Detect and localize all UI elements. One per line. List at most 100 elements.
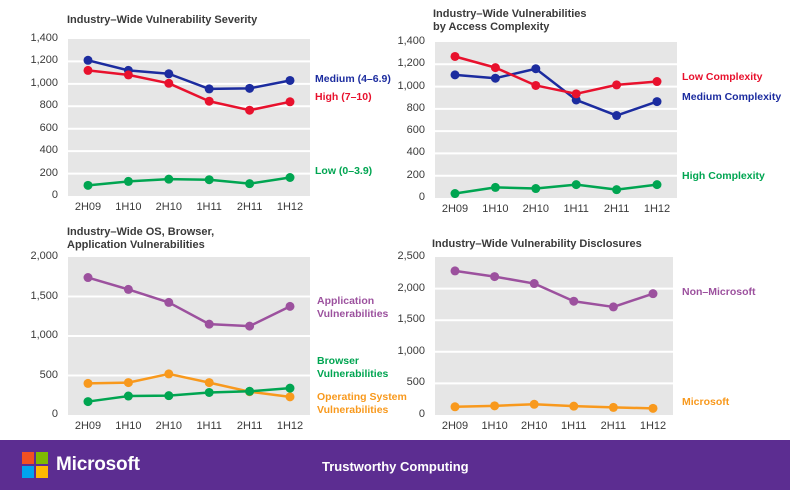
x-axis-tick: 2H09: [74, 201, 102, 213]
y-axis-tick: 400: [39, 144, 58, 157]
legend-label: Application Vulnerabilities: [317, 295, 389, 320]
legend-label: Operating System Vulnerabilities: [317, 391, 407, 416]
data-point: [83, 273, 93, 283]
legend-label: Medium (4–6.9): [315, 73, 391, 85]
data-point: [450, 70, 460, 80]
data-point: [450, 402, 460, 412]
x-axis-tick: 2H10: [155, 420, 182, 432]
data-point: [612, 185, 622, 195]
data-point: [569, 401, 579, 411]
x-axis-tick: 1H12: [276, 201, 304, 213]
y-axis-tick: 600: [406, 124, 425, 137]
series-line: [454, 403, 654, 410]
data-point: [450, 266, 460, 276]
y-axis-tick: 1,400: [30, 32, 58, 44]
data-point: [123, 378, 133, 388]
data-point: [531, 64, 541, 74]
x-axis-tick: 1H12: [276, 420, 304, 432]
y-axis-tick: 800: [406, 101, 425, 114]
y-axis-tick: 1,000: [397, 344, 425, 357]
chart-2-title: Industry–Wide Vulnerabilities: [433, 8, 587, 20]
data-point: [569, 296, 579, 306]
data-point: [608, 402, 618, 412]
data-point: [245, 83, 255, 93]
data-point: [285, 75, 295, 85]
legend-label: Non–Microsoft: [682, 286, 756, 298]
data-point: [83, 180, 93, 190]
data-point: [204, 378, 214, 388]
data-point: [204, 319, 214, 329]
data-point: [164, 174, 174, 184]
data-point: [204, 387, 214, 397]
y-axis-tick: 2,000: [397, 281, 425, 294]
series-line: [454, 183, 658, 195]
x-axis-tick: 2H11: [600, 420, 627, 432]
microsoft-wordmark: Microsoft: [56, 454, 140, 475]
y-axis-tick: 1,400: [397, 35, 425, 47]
data-point: [450, 189, 460, 198]
data-point: [450, 51, 460, 61]
data-point: [652, 97, 662, 107]
legend-label: Microsoft: [682, 396, 730, 408]
series-line: [87, 69, 291, 112]
legend-label: Browser Vulnerabilities: [317, 355, 389, 380]
data-point: [245, 105, 255, 115]
y-axis-tick: 1,000: [30, 329, 58, 341]
line-plot: [68, 257, 310, 415]
footer-title: Trustworthy Computing: [322, 459, 469, 474]
x-axis-tick: 2H09: [74, 420, 102, 432]
x-axis-tick: 1H12: [643, 203, 671, 215]
data-point: [652, 180, 662, 190]
data-point: [648, 403, 658, 413]
data-point: [285, 301, 295, 311]
data-point: [164, 391, 174, 401]
line-plot: [435, 42, 677, 198]
y-axis-tick: 1,200: [30, 54, 58, 67]
y-axis-tick: 200: [406, 168, 425, 181]
x-axis-tick: 2H10: [521, 420, 548, 432]
y-axis-tick: 2,000: [30, 250, 58, 262]
x-axis-tick: 2H10: [522, 203, 549, 215]
x-axis-tick: 2H09: [441, 420, 469, 432]
x-axis-tick: 1H10: [481, 420, 508, 432]
y-axis-tick: 2,500: [397, 250, 425, 262]
data-point: [531, 184, 541, 194]
x-axis-tick: 1H11: [561, 420, 587, 432]
series-line: [87, 372, 291, 399]
chart-3-title: Application Vulnerabilities: [67, 239, 205, 251]
series-line: [454, 269, 654, 309]
data-point: [83, 65, 93, 75]
data-point: [245, 386, 255, 396]
y-axis-tick: 200: [39, 166, 58, 179]
data-point: [83, 378, 93, 388]
data-point: [531, 80, 541, 90]
x-axis-tick: 2H11: [236, 420, 263, 432]
line-plot: [435, 257, 673, 415]
series-line: [454, 55, 658, 96]
data-point: [490, 272, 500, 282]
chart-4-title: Industry–Wide Vulnerability Disclosures: [432, 238, 642, 250]
data-point: [285, 383, 295, 393]
x-axis-tick: 1H10: [115, 201, 142, 213]
data-point: [285, 172, 295, 182]
data-point: [164, 297, 174, 307]
x-axis-tick: 1H12: [639, 420, 667, 432]
data-point: [571, 180, 581, 190]
y-axis-tick: 0: [51, 408, 58, 420]
legend-label: High Complexity: [682, 170, 765, 182]
y-axis-tick: 800: [39, 99, 58, 112]
x-axis-tick: 2H11: [236, 201, 263, 213]
logo-square-top-right: [36, 452, 48, 464]
series-line: [454, 67, 658, 117]
data-point: [490, 63, 500, 73]
data-point: [529, 279, 539, 289]
y-axis-tick: 0: [418, 191, 425, 203]
data-point: [490, 401, 500, 411]
data-point: [83, 55, 93, 65]
data-point: [245, 179, 255, 189]
y-axis-tick: 600: [39, 121, 58, 134]
legend-label: High (7–10): [315, 91, 372, 103]
legend-label: Low (0–3.9): [315, 165, 373, 177]
